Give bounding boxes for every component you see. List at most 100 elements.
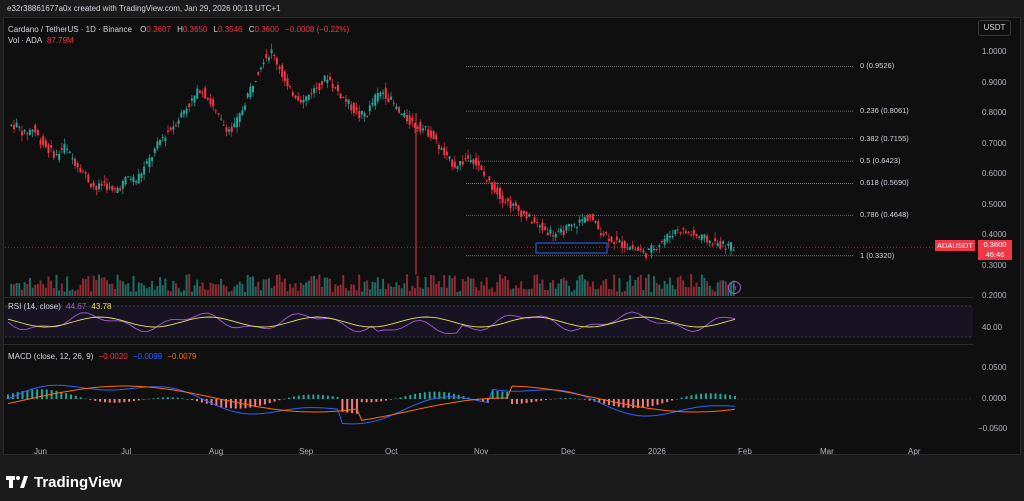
- volume-bar: [480, 281, 483, 296]
- candle-body: [172, 126, 175, 130]
- macd-histogram-bar: [704, 393, 707, 399]
- macd-histogram-bar: [540, 399, 543, 401]
- time-axis-label: Jul: [121, 447, 132, 456]
- volume-bar: [262, 279, 265, 296]
- volume-bar: [326, 277, 329, 296]
- candle-body: [650, 245, 653, 253]
- macd-legend[interactable]: MACD (close, 12, 26, 9) −0.0020 −0.0099 …: [8, 352, 197, 361]
- fib-level-label: 0.786 (0.4648): [860, 210, 909, 220]
- candle-body: [560, 228, 563, 233]
- candle-body: [74, 158, 77, 166]
- volume-bar: [639, 274, 642, 296]
- candle-body: [533, 217, 536, 223]
- macd-histogram-bar: [133, 399, 136, 402]
- volume-bar: [429, 274, 432, 296]
- macd-histogram-bar: [181, 398, 184, 399]
- volume-bar: [44, 287, 47, 296]
- macd-histogram-bar: [186, 399, 189, 400]
- rsi-legend[interactable]: RSI (14, close) 44.67 43.78: [8, 302, 111, 311]
- volume-legend[interactable]: Vol · ADA 87.79M: [8, 36, 74, 45]
- candle-body: [437, 144, 440, 150]
- volume-bar: [658, 284, 661, 296]
- candle-body: [204, 87, 207, 99]
- macd-histogram-bar: [317, 394, 320, 399]
- candle-body: [60, 148, 63, 151]
- low-label: L: [213, 25, 219, 34]
- candle-body: [23, 130, 26, 132]
- volume-bar: [698, 286, 701, 296]
- candle-body: [241, 110, 244, 116]
- macd-histogram-bar: [297, 395, 300, 399]
- macd-histogram-bar: [515, 399, 518, 404]
- volume-bar: [313, 275, 316, 296]
- candle-body: [419, 121, 422, 132]
- candle-body: [87, 174, 90, 183]
- volume-bar: [682, 280, 685, 296]
- candle-body: [448, 156, 451, 159]
- volume-bar: [453, 275, 456, 296]
- candle-body: [379, 92, 382, 97]
- volume-bar: [71, 289, 74, 296]
- candle-body: [47, 144, 50, 153]
- candle-body: [637, 247, 640, 251]
- candle-body: [724, 248, 727, 250]
- macd-histogram-bar: [118, 399, 121, 403]
- volume-bar: [398, 285, 401, 296]
- volume-bar: [156, 285, 159, 296]
- volume-bar: [204, 289, 207, 296]
- price-axis-label: 0.3000: [982, 260, 1007, 270]
- macd-histogram-bar: [103, 399, 106, 403]
- macd-histogram-bar: [554, 398, 557, 400]
- volume-bar: [690, 274, 693, 296]
- candle-body: [469, 159, 472, 163]
- volume-bar: [36, 283, 39, 296]
- candle-body: [156, 141, 159, 149]
- chart-area[interactable]: [3, 17, 1021, 455]
- candle-body: [485, 179, 488, 181]
- macd-histogram-bar: [380, 399, 383, 402]
- volume-value: 87.79M: [47, 36, 74, 45]
- volume-bar: [525, 289, 528, 296]
- candle-body: [568, 224, 571, 227]
- volume-bar: [597, 288, 600, 296]
- candle-body: [639, 248, 642, 251]
- macd-histogram-bar: [612, 399, 615, 407]
- volume-bar: [650, 291, 653, 296]
- macd-histogram-bar: [399, 397, 402, 399]
- volume-label: Vol · ADA: [8, 36, 42, 45]
- candle-body: [246, 93, 249, 98]
- candle-body: [631, 245, 634, 249]
- candle-body: [581, 219, 584, 222]
- pane-divider[interactable]: [3, 297, 973, 298]
- candle-body: [406, 115, 409, 122]
- candle-body: [722, 241, 725, 244]
- lightning-icon[interactable]: ϟ: [728, 281, 741, 294]
- candle-body: [591, 214, 594, 220]
- volume-bar: [472, 278, 475, 296]
- pane-divider[interactable]: [3, 344, 973, 345]
- volume-bar: [602, 280, 605, 296]
- candle-body: [169, 127, 172, 130]
- volume-bar: [193, 285, 196, 296]
- macd-histogram-bar: [443, 392, 446, 399]
- footer-brand[interactable]: TradingView: [6, 472, 122, 492]
- volume-bar: [286, 291, 289, 296]
- symbol-legend[interactable]: Cardano / TetherUS · 1D · Binance O0.360…: [8, 25, 349, 34]
- volume-bar: [687, 287, 690, 296]
- macd-histogram-bar: [108, 399, 111, 403]
- volume-bar: [331, 291, 334, 296]
- candle-body: [634, 249, 637, 251]
- volume-bar: [121, 281, 124, 296]
- macd-histogram-bar: [666, 399, 669, 402]
- volume-bar: [190, 291, 193, 296]
- macd-histogram-bar: [389, 399, 392, 400]
- volume-bar: [28, 278, 31, 296]
- candle-body: [408, 115, 411, 125]
- volume-bar: [347, 290, 350, 296]
- currency-button[interactable]: USDT: [978, 20, 1011, 36]
- candle-body: [695, 234, 698, 237]
- candle-body: [31, 129, 34, 132]
- candle-body: [605, 231, 608, 234]
- candle-body: [71, 158, 74, 160]
- macd-histogram-bar: [292, 396, 295, 399]
